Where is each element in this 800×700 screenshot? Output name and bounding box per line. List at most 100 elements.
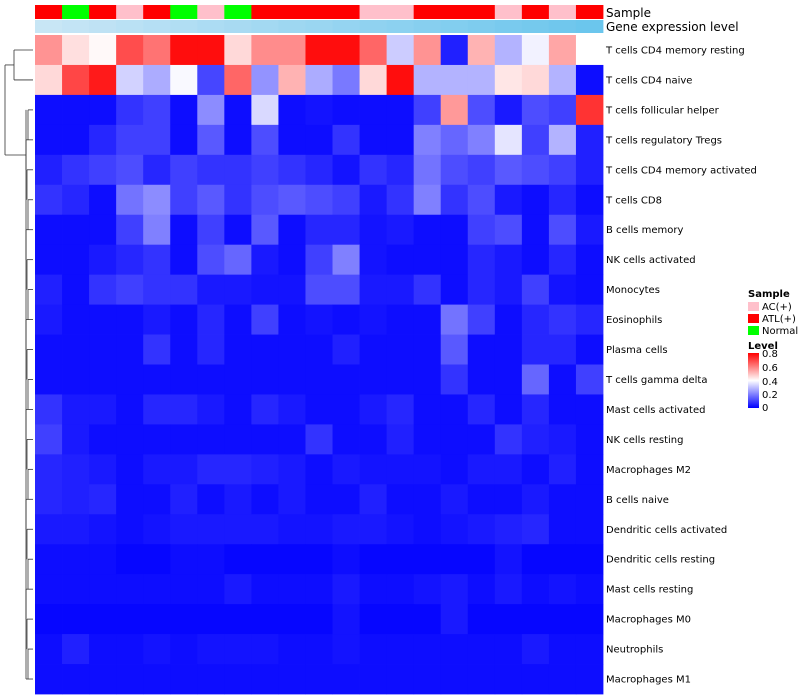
heatmap-cell bbox=[251, 424, 279, 455]
expression-annotation-cell bbox=[89, 20, 117, 33]
heatmap-cell bbox=[359, 214, 388, 246]
heatmap-cell bbox=[440, 35, 469, 66]
heatmap-cell bbox=[89, 94, 117, 126]
heatmap-cell bbox=[467, 124, 496, 156]
heatmap-cell bbox=[197, 514, 225, 545]
heatmap-cell bbox=[494, 424, 523, 455]
heatmap-cell bbox=[89, 64, 117, 96]
heatmap-cell bbox=[521, 664, 550, 695]
heatmap-cell bbox=[251, 484, 279, 515]
heatmap-cell bbox=[35, 334, 63, 365]
heatmap-cell bbox=[116, 574, 144, 605]
heatmap-cell bbox=[440, 664, 469, 695]
heatmap-cell bbox=[278, 64, 306, 96]
heatmap-cell bbox=[494, 124, 523, 156]
heatmap-cell bbox=[332, 454, 360, 485]
heatmap-cell bbox=[143, 64, 171, 96]
heatmap-cell bbox=[116, 35, 144, 66]
heatmap-cell bbox=[170, 604, 198, 635]
heatmap-cell bbox=[467, 424, 496, 455]
heatmap-cell bbox=[521, 214, 550, 246]
heatmap-cell bbox=[170, 64, 198, 96]
heatmap-cell bbox=[278, 35, 306, 66]
heatmap-cell bbox=[440, 424, 469, 455]
heatmap-cell bbox=[197, 154, 225, 186]
heatmap-cell bbox=[224, 484, 252, 515]
heatmap-cell bbox=[89, 184, 117, 216]
heatmap-cell bbox=[467, 514, 496, 545]
heatmap-cell bbox=[89, 634, 117, 665]
heatmap-cell bbox=[197, 304, 225, 335]
heatmap-cell bbox=[332, 394, 360, 425]
heatmap-cell bbox=[116, 304, 144, 335]
heatmap-cell bbox=[251, 574, 279, 605]
sample-annotation-cell bbox=[440, 5, 469, 19]
heatmap-cell bbox=[35, 214, 63, 246]
heatmap-cell bbox=[305, 35, 333, 66]
heatmap-cell bbox=[305, 64, 333, 96]
heatmap-cell bbox=[332, 64, 360, 96]
heatmap-cell bbox=[548, 634, 577, 665]
heatmap-cell bbox=[359, 154, 388, 186]
heatmap-cell bbox=[62, 574, 90, 605]
heatmap-cell bbox=[305, 274, 333, 305]
heatmap-cell bbox=[386, 35, 415, 66]
expression-annotation-cell bbox=[359, 20, 388, 33]
heatmap-cell bbox=[116, 514, 144, 545]
heatmap-cell bbox=[386, 364, 415, 395]
heatmap-cell bbox=[278, 244, 306, 276]
heatmap-cell bbox=[170, 514, 198, 545]
heatmap-cell bbox=[521, 124, 550, 156]
heatmap-cell bbox=[62, 484, 90, 515]
heatmap-cell bbox=[305, 514, 333, 545]
heatmap-cell bbox=[494, 664, 523, 695]
heatmap-cell bbox=[494, 214, 523, 246]
heatmap-cell bbox=[521, 394, 550, 425]
heatmap-cell bbox=[197, 664, 225, 695]
sample-annotation-cell bbox=[548, 5, 577, 19]
heatmap-cell bbox=[116, 364, 144, 395]
row-label: T cells gamma delta bbox=[605, 375, 707, 386]
heatmap-cell bbox=[116, 64, 144, 96]
heatmap-cell bbox=[224, 124, 252, 156]
heatmap-cell bbox=[575, 274, 604, 305]
sample-annotation-cell bbox=[575, 5, 604, 19]
heatmap-cell bbox=[35, 64, 63, 96]
heatmap-cell bbox=[251, 94, 279, 126]
heatmap-cell bbox=[494, 184, 523, 216]
heatmap-cell bbox=[251, 274, 279, 305]
heatmap-cell bbox=[575, 334, 604, 365]
heatmap-cell bbox=[494, 334, 523, 365]
heatmap-cell bbox=[359, 64, 388, 96]
heatmap-cell bbox=[197, 124, 225, 156]
expression-annotation-cell bbox=[116, 20, 144, 33]
heatmap-cell bbox=[548, 484, 577, 515]
heatmap-cell bbox=[251, 244, 279, 276]
heatmap-cell bbox=[548, 424, 577, 455]
heatmap-cell bbox=[494, 64, 523, 96]
heatmap-cell bbox=[170, 424, 198, 455]
heatmap-cell bbox=[197, 544, 225, 575]
heatmap-cell bbox=[224, 514, 252, 545]
heatmap-cell bbox=[116, 154, 144, 186]
heatmap-cell bbox=[224, 184, 252, 216]
heatmap-cell bbox=[413, 244, 442, 276]
heatmap-cell bbox=[224, 214, 252, 246]
heatmap-cell bbox=[467, 454, 496, 485]
heatmap-cell bbox=[278, 304, 306, 335]
heatmap-cell bbox=[494, 35, 523, 66]
heatmap-cell bbox=[548, 394, 577, 425]
heatmap-cell bbox=[35, 124, 63, 156]
heatmap-cell bbox=[521, 364, 550, 395]
heatmap-cell bbox=[521, 514, 550, 545]
heatmap-cell bbox=[521, 154, 550, 186]
heatmap-cell bbox=[575, 664, 604, 695]
heatmap-cell bbox=[467, 394, 496, 425]
sample-annotation-cell bbox=[224, 5, 252, 19]
heatmap-cell bbox=[278, 544, 306, 575]
heatmap-cell bbox=[359, 184, 388, 216]
sample-annotation-cell bbox=[170, 5, 198, 19]
heatmap-cell bbox=[413, 664, 442, 695]
heatmap-cell bbox=[224, 154, 252, 186]
expression-annotation-cell bbox=[575, 20, 604, 33]
